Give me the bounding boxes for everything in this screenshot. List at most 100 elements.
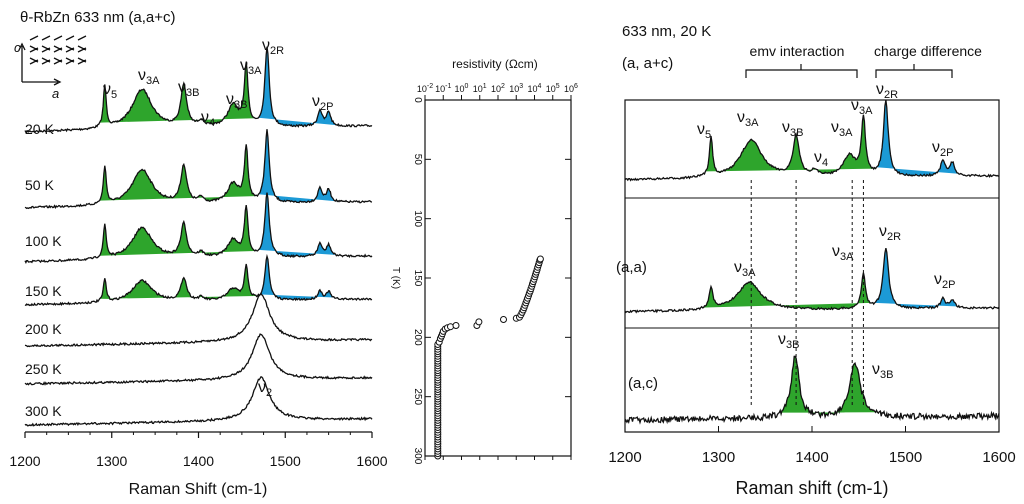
temperature-label: 300 K (25, 403, 62, 419)
spectrum-100K: 100 K (24, 192, 373, 265)
r2-peak-label-v3a-2: ν3A (832, 243, 854, 263)
spectrum-4-line (24, 292, 373, 348)
axis-a-label: a (52, 86, 59, 101)
peak-label-v3a-1: ν3A (138, 67, 160, 87)
r-peak-label-v3a-3: ν3A (851, 97, 873, 117)
resistivity-point (536, 255, 544, 263)
resistivity-x-tick-label: 100 (455, 83, 469, 94)
temperature-label: 200 K (25, 321, 62, 337)
resistivity-y-tick-label: 150 (412, 270, 423, 287)
tick-base: 10 (528, 84, 538, 94)
tick-exp: 4 (538, 83, 542, 90)
resistivity-points (434, 255, 544, 460)
peak-label-v4: ν4 (201, 109, 215, 129)
resistivity-point (452, 322, 460, 329)
tick-exp: 3 (519, 83, 523, 90)
left-x-tick-label: 1400 (183, 453, 214, 469)
temperature-label: 150 K (25, 283, 62, 299)
tick-exp: -1 (445, 83, 451, 90)
r-peak-label-v3a-1: ν3A (737, 109, 759, 129)
r3-peak-label-v3b-2: ν3B (872, 361, 893, 381)
temperature-label: 20 K (25, 121, 54, 137)
spectrum-250K: 250 K (24, 333, 373, 386)
tick-base: 10 (564, 84, 574, 94)
tick-base: 10 (509, 84, 519, 94)
resistivity-x-tick-label: 105 (546, 83, 560, 94)
right-spectrum-0 (624, 99, 1000, 182)
tick-base: 10 (491, 84, 501, 94)
emv-bracket (745, 64, 858, 78)
spectrum-2-line (24, 192, 373, 265)
peak-label-v2r: ν2R (262, 37, 284, 57)
resistivity-x-tick-label: 10-2 (417, 83, 433, 94)
resistivity-y-tick-label: 0 (412, 97, 423, 103)
temperature-label: 250 K (25, 361, 62, 377)
resistivity-x-tick-label: 106 (564, 83, 578, 94)
crystal-sketch (18, 35, 87, 86)
spectrum-5-line (24, 333, 373, 386)
charge-bracket (875, 64, 953, 78)
tick-base: 10 (455, 84, 465, 94)
right-spectrum-2 (624, 355, 1000, 425)
resistivity-y-label: T (K) (390, 267, 401, 289)
resistivity-frame (424, 99, 572, 457)
peak-label-v3a-2: ν3A (240, 57, 262, 77)
right-spectrum-1-line (624, 247, 1000, 314)
left-x-tick-label: 1200 (9, 453, 40, 469)
peak-label-v3b-1: ν3B (178, 79, 199, 99)
right-spectrum-2-green-band (779, 356, 878, 417)
resistivity-point (475, 318, 483, 326)
left-x-axis-label: Raman Shift (cm-1) (129, 481, 268, 498)
spectrum-3-green-band (99, 264, 258, 300)
axis-c-label: c (14, 40, 21, 55)
resistivity-y-tick-label: 100 (412, 210, 423, 227)
right-x-tick-label: 1500 (889, 449, 922, 466)
r-peak-label-v3a-2: ν3A (831, 119, 853, 139)
tick-exp: 0 (465, 83, 469, 90)
resistivity-y-tick-label: 300 (412, 448, 423, 465)
spectrum-1-green-band (99, 144, 258, 202)
tick-base: 10 (473, 84, 483, 94)
resistivity-x-tick-label: 101 (473, 83, 487, 94)
right-spectrum-1 (624, 247, 1000, 314)
spectrum-3-line (24, 253, 373, 307)
resistivity-point (447, 323, 454, 331)
left-panel: θ-RbZn 633 nm (a,a+c) c a 20 K 50 K 100 K 1… (9, 9, 387, 498)
left-x-tick-label: 1300 (96, 453, 127, 469)
left-title: θ-RbZn 633 nm (a,a+c) (20, 9, 176, 26)
right-peak-labels: ν5 ν3A ν3B ν4 ν3A ν3A ν2R ν2P ν3A ν3A ν2… (697, 81, 955, 381)
right-x-ticks: 1200 1300 1400 1500 1600 (608, 426, 1016, 466)
right-spectrum-1-green-band (700, 272, 871, 310)
spectrum-6-line (24, 376, 373, 427)
right-title: 633 nm, 20 K (622, 23, 711, 40)
middle-panel: resistivity (Ωcm) 10-2 10-1 100 101 102 103 10… (390, 57, 578, 465)
tick-exp: -2 (427, 83, 433, 90)
tick-exp: 2 (501, 83, 505, 90)
resistivity-title: resistivity (Ωcm) (452, 57, 538, 71)
spectrum-150K: 150 K (24, 253, 373, 307)
right-spectrum-0-line (624, 99, 1000, 182)
temperature-label: 50 K (25, 177, 54, 193)
tick-base: 10 (435, 84, 445, 94)
right-spectra (624, 99, 1000, 425)
right-spectrum-2-line (624, 355, 1000, 425)
r-peak-label-v2r: ν2R (876, 81, 898, 101)
right-label-aac: (a, a+c) (622, 55, 673, 72)
r3-peak-label-v3b-1: ν3B (778, 331, 799, 351)
tick-exp: 6 (574, 83, 578, 90)
r-peak-label-v3b: ν3B (782, 119, 803, 139)
resistivity-x-tick-label: 10-1 (435, 83, 451, 94)
right-label-ac: (a,c) (628, 375, 658, 392)
right-spectrum-1-blue-band (874, 248, 962, 309)
resistivity-y-tick-label: 50 (412, 154, 423, 166)
spectrum-20K: 20 K (24, 46, 373, 137)
tick-base: 10 (417, 84, 427, 94)
right-x-tick-label: 1300 (702, 449, 735, 466)
tick-exp: 5 (556, 83, 560, 90)
left-x-tick-label: 1600 (356, 453, 387, 469)
right-x-tick-label: 1400 (795, 449, 828, 466)
spectrum-2-green-band (99, 205, 258, 256)
resistivity-x-tick-label: 102 (491, 83, 505, 94)
r2-peak-label-v2r: ν2R (879, 223, 901, 243)
